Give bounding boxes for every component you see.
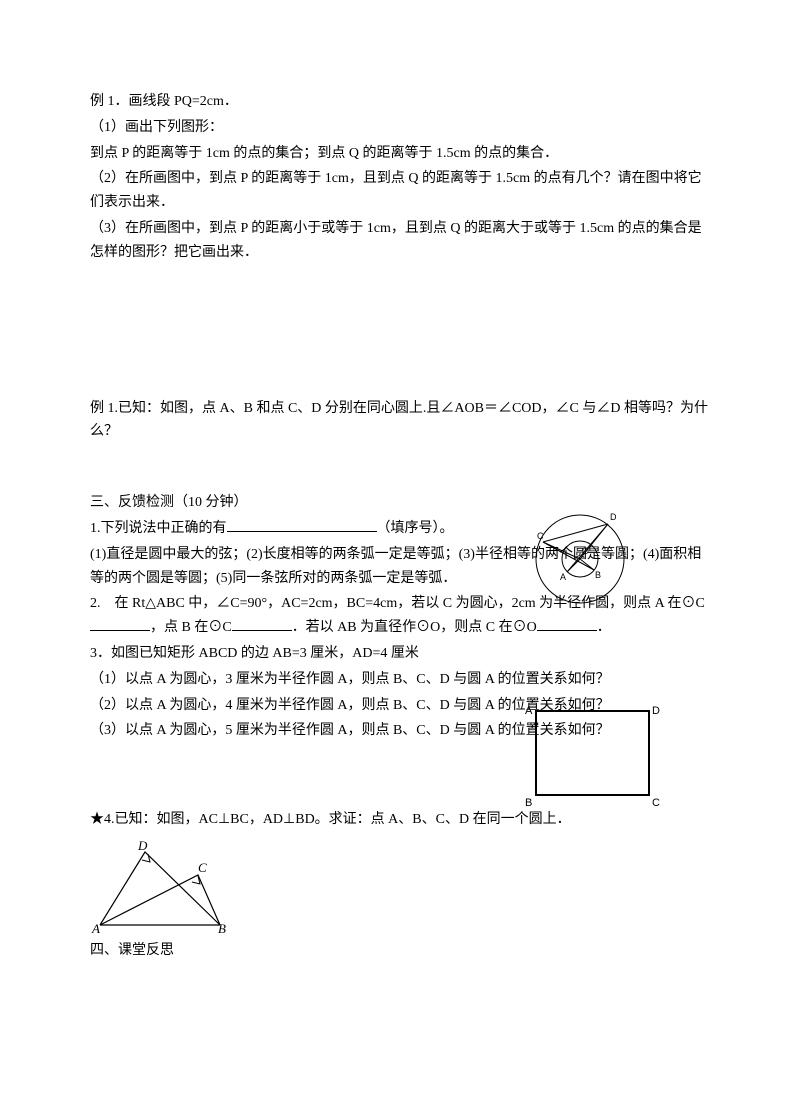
rectangle-box — [535, 710, 650, 796]
example1-line1: 到点 P 的距离等于 1cm 的点的集合；到点 Q 的距离等于 1.5cm 的点… — [90, 142, 710, 166]
label-B: B — [595, 570, 601, 580]
example1-sub3: （3）在所画图中，到点 P 的距离小于或等于 1cm，且到点 Q 的距离大于或等… — [90, 217, 710, 265]
blank-q1[interactable] — [227, 517, 377, 532]
section4-heading: 四、课堂反思 — [90, 939, 710, 963]
blank-q2c[interactable] — [537, 616, 597, 631]
blank-q2b[interactable] — [232, 616, 292, 631]
triangle-figure: A B C D — [90, 840, 270, 935]
rect-label-D: D — [652, 702, 660, 721]
label-D: D — [610, 512, 617, 522]
q3-head: 3．如图已知矩形 ABCD 的边 AB=3 厘米，AD=4 厘米 — [90, 642, 710, 666]
spacer — [90, 267, 710, 397]
q3-1: （1）以点 A 为圆心，3 厘米为半径作圆 A，则点 B、C、D 与圆 A 的位… — [90, 668, 710, 692]
q2-b: ，点 B 在⊙C — [150, 620, 232, 635]
example1-title: 例 1．画线段 PQ=2cm． — [90, 90, 710, 114]
q4: ★4.已知：如图，AC⊥BC，AD⊥BD。求证：点 A、B、C、D 在同一个圆上… — [90, 808, 710, 832]
example1-sub2: （2）在所画图中，到点 P 的距离等于 1cm，且到点 Q 的距离等于 1.5c… — [90, 167, 710, 215]
spacer — [90, 446, 710, 491]
q1-post: （填序号）。 — [377, 521, 454, 536]
tri-label-B: B — [218, 921, 226, 935]
rect-label-C: C — [652, 794, 660, 813]
q1-pre: 1.下列说法中正确的有 — [90, 521, 227, 536]
concentric-circles-figure: O C D A B — [510, 502, 640, 607]
q2-c: ．若以 AB 为直径作⊙O，则点 C 在⊙O — [292, 620, 537, 635]
label-O: O — [582, 546, 589, 556]
example2-title: 例 1.已知：如图，点 A、B 和点 C、D 分别在同心圆上.且∠AOB＝∠CO… — [90, 397, 710, 445]
example1-sub1: （1）画出下列图形： — [90, 116, 710, 140]
rect-label-A: A — [525, 702, 532, 721]
tri-label-A: A — [91, 921, 100, 935]
tri-label-D: D — [137, 840, 148, 853]
label-A: A — [560, 572, 566, 582]
q2-d: ． — [597, 620, 611, 635]
rectangle-figure: A D B C — [525, 702, 655, 802]
blank-q2a[interactable] — [90, 616, 150, 631]
label-C: C — [537, 531, 544, 541]
tri-label-C: C — [198, 860, 207, 875]
rect-label-B: B — [525, 794, 532, 813]
